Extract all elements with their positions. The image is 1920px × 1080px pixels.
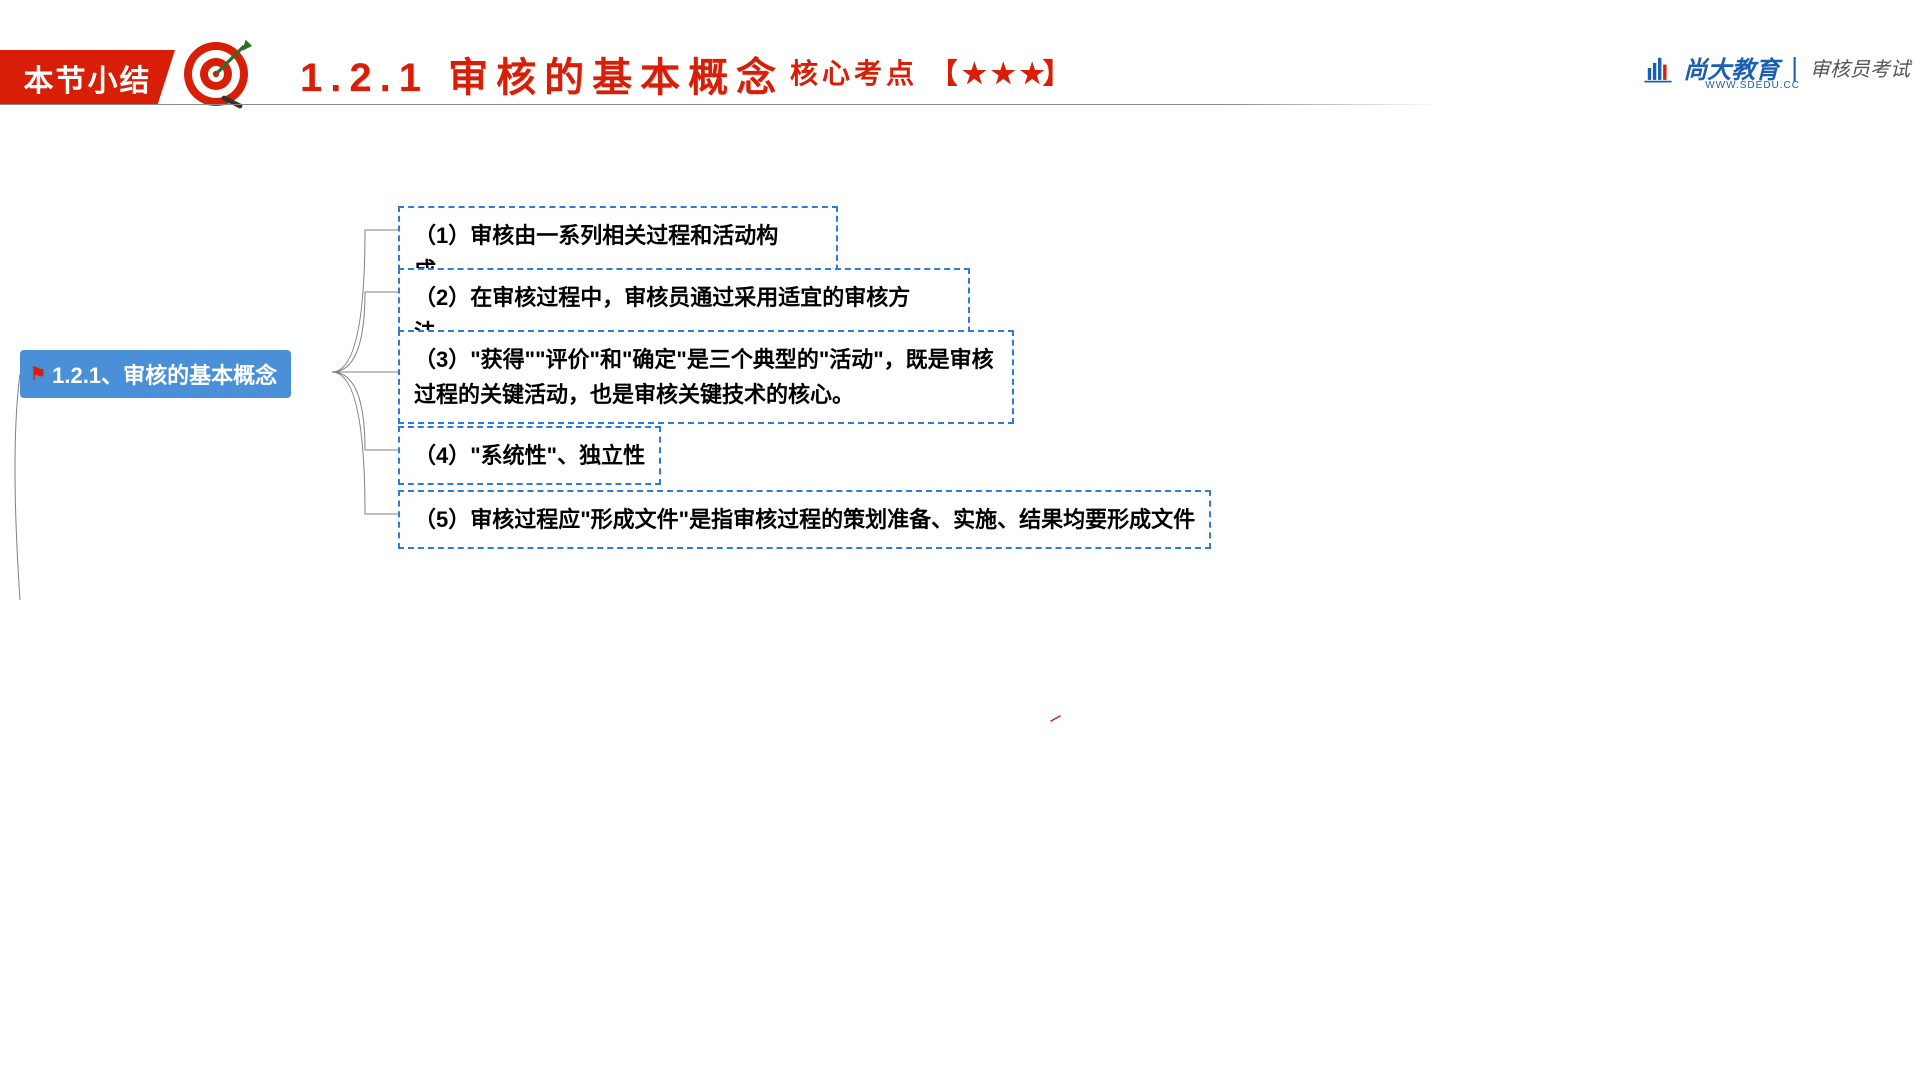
- bracket-open: 【: [930, 58, 962, 89]
- section-title-text: 审核的基本概念: [448, 56, 784, 100]
- child-text: （5）审核过程应"形成文件"是指审核过程的策划准备、实施、结果均要形成文件: [414, 507, 1195, 532]
- tab-label: 本节小结: [24, 56, 152, 100]
- logo-right: 审核员考试: [1810, 53, 1910, 82]
- mindmap-child-5: （5）审核过程应"形成文件"是指审核过程的策划准备、实施、结果均要形成文件: [398, 490, 1211, 549]
- target-icon: [180, 30, 260, 110]
- bracket-close: 】: [1043, 58, 1075, 89]
- mindmap: ⚑ 1.2.1、审核的基本概念 （1）审核由一系列相关过程和活动构成。 （2）在…: [10, 200, 1310, 600]
- header-divider: [0, 104, 1440, 105]
- logo-icon: [1641, 51, 1675, 85]
- child-text: （4）"系统性"、独立性: [414, 443, 645, 468]
- flag-icon: ⚑: [30, 364, 46, 385]
- section-title: 1.2.1 审核的基本概念: [300, 45, 784, 103]
- mindmap-child-4: （4）"系统性"、独立性: [398, 426, 661, 485]
- pen-mark-icon: [1050, 715, 1062, 723]
- core-label: 核心考点: [790, 58, 918, 89]
- mindmap-child-3: （3）"获得""评价"和"确定"是三个典型的"活动"，既是审核过程的关键活动，也…: [398, 330, 1014, 424]
- child-text: （3）"获得""评价"和"确定"是三个典型的"活动"，既是审核过程的关键活动，也…: [414, 347, 994, 407]
- root-label: 1.2.1、审核的基本概念: [52, 358, 277, 390]
- core-point: 核心考点 【★ ★ ★】: [790, 52, 1075, 92]
- stars: ★ ★ ★: [962, 58, 1043, 89]
- section-tab: 本节小结: [0, 50, 175, 105]
- logo-url: WWW.SDEDU.CC: [1705, 80, 1800, 91]
- mindmap-root: ⚑ 1.2.1、审核的基本概念: [20, 350, 291, 398]
- section-number: 1.2.1: [300, 56, 429, 100]
- logo-divider: |: [1791, 52, 1798, 83]
